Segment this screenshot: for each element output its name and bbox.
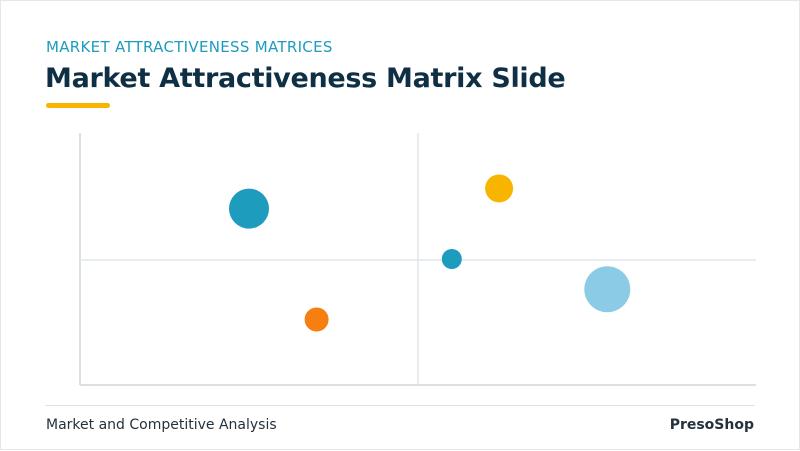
page-title: Market Attractiveness Matrix Slide [45, 63, 566, 94]
matrix-bubble-1 [229, 188, 269, 229]
matrix-bubble-3 [485, 174, 514, 203]
matrix-points [229, 174, 631, 332]
matrix-bubble-4 [441, 249, 462, 269]
brand-name: PresoShop [669, 417, 754, 433]
matrix-bubble-5 [584, 266, 631, 313]
title-underline [46, 103, 110, 108]
footer-caption: Market and Competitive Analysis [46, 417, 277, 433]
matrix-grid [79, 133, 756, 386]
footer-divider [45, 405, 755, 406]
matrix-bubble-2 [304, 307, 329, 332]
section-label: MARKET ATTRACTIVENESS MATRICES [46, 38, 333, 56]
